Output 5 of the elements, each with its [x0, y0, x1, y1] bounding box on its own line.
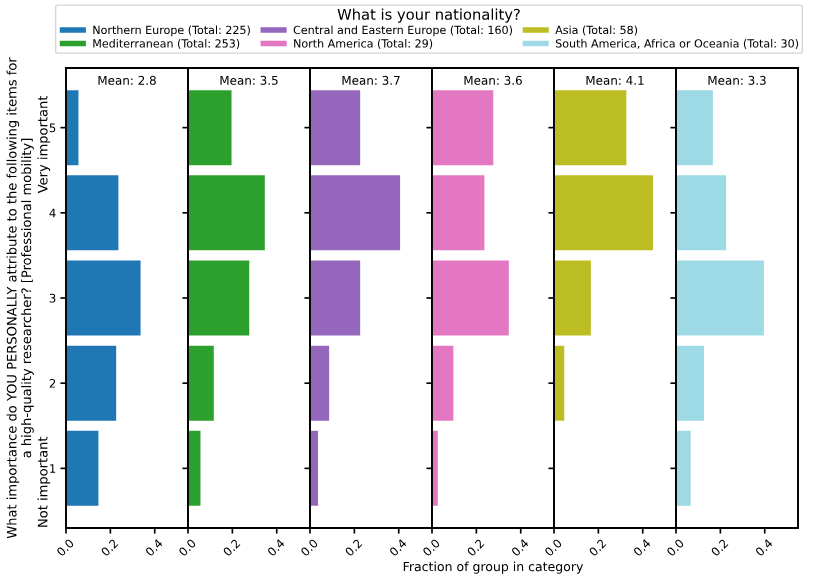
bar — [66, 173, 121, 252]
bar — [66, 344, 118, 423]
bar — [66, 88, 81, 167]
bar — [66, 258, 143, 338]
bar — [66, 429, 101, 508]
